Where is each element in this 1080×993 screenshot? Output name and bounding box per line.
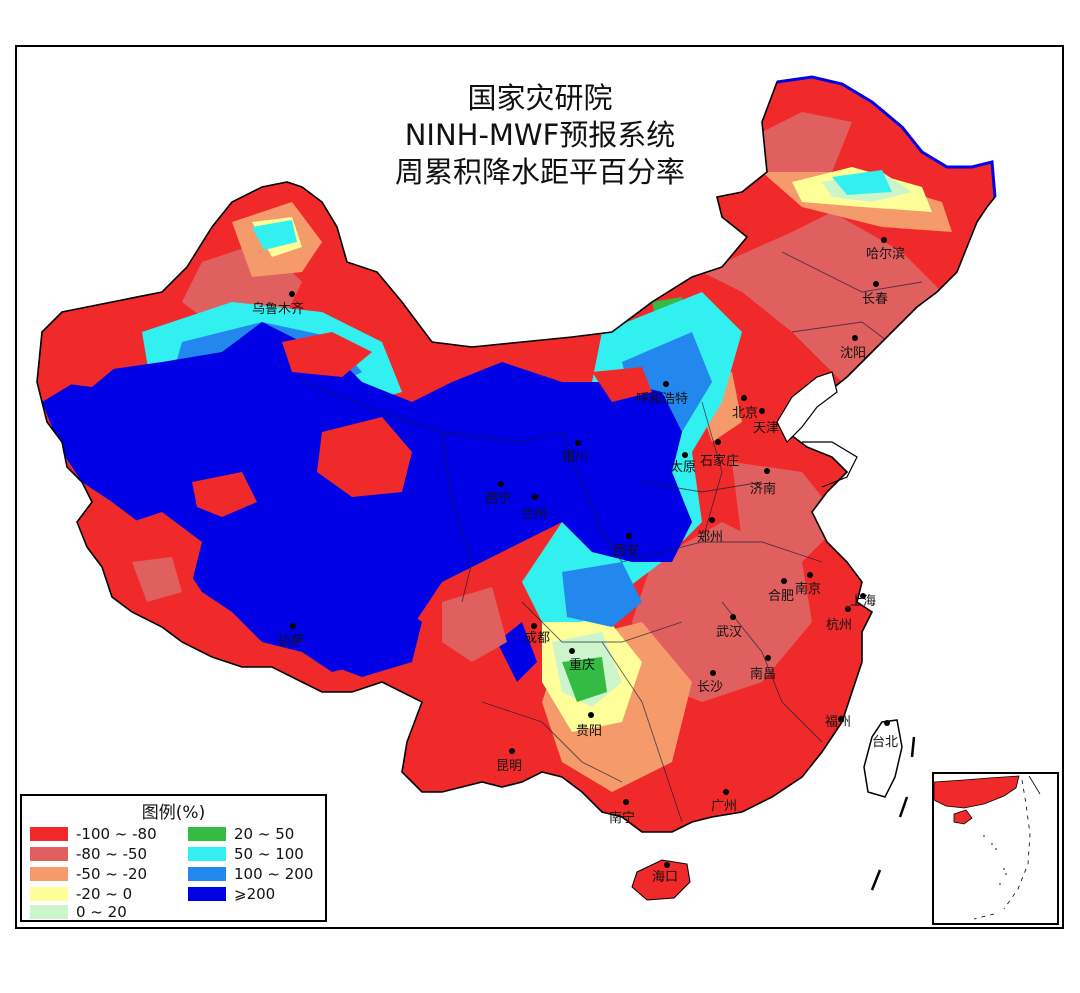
- city-dot: [509, 748, 515, 754]
- city-dot: [626, 533, 632, 539]
- city-label: 武汉: [716, 625, 743, 640]
- city-label: 北京: [732, 406, 759, 421]
- city-dot: [873, 281, 879, 287]
- city-dot: [709, 517, 715, 523]
- city-label: 济南: [750, 482, 777, 497]
- map-title-line3: 周累积降水距平百分率: [394, 155, 685, 189]
- city-dot: [289, 291, 295, 297]
- legend-label: -20 ~ 0: [76, 885, 133, 903]
- city-label: 天津: [753, 421, 780, 436]
- legend-swatch: [30, 847, 68, 861]
- city-label: 沈阳: [840, 346, 867, 361]
- legend-swatch: [188, 887, 226, 901]
- city-label: 长沙: [697, 680, 724, 695]
- city-label: 台北: [872, 735, 899, 750]
- city-label: 昆明: [496, 759, 523, 774]
- city-label: 南京: [795, 582, 822, 597]
- city-dot: [532, 494, 538, 500]
- city-dot: [884, 720, 890, 726]
- city-label: 乌鲁木齐: [252, 302, 305, 317]
- city-dot: [852, 335, 858, 341]
- city-label: 广州: [711, 799, 738, 814]
- city-dot: [881, 237, 887, 243]
- city-dot: [807, 572, 813, 578]
- city-dot: [664, 862, 670, 868]
- legend-title: 图例(%): [141, 803, 206, 823]
- city-label: 太原: [670, 460, 697, 475]
- legend-swatch: [188, 827, 226, 841]
- city-label: 杭州: [826, 618, 853, 633]
- city-dot: [845, 606, 851, 612]
- city-dot: [741, 395, 747, 401]
- legend-label: -100 ~ -80: [76, 825, 157, 843]
- city-label: 重庆: [569, 658, 596, 673]
- city-label: 银川: [562, 450, 589, 465]
- map-title-line1: 国家灾研院: [467, 81, 613, 115]
- city-dot: [710, 670, 716, 676]
- city-label: 兰州: [521, 507, 548, 522]
- city-dot: [838, 716, 844, 722]
- map-title-line2: NINH-MWF预报系统: [404, 118, 676, 152]
- city-dot: [730, 614, 736, 620]
- legend-label: ⩾200: [234, 885, 276, 903]
- city-dot: [860, 593, 866, 599]
- city-dot: [588, 712, 594, 718]
- city-label: 长春: [862, 292, 889, 307]
- city-dot: [765, 655, 771, 661]
- precipitation-anomaly-map: [17, 47, 1062, 927]
- city-label: 合肥: [768, 589, 795, 604]
- city-label: 哈尔滨: [866, 247, 906, 262]
- legend-label: -50 ~ -20: [76, 865, 148, 883]
- city-dot: [682, 452, 688, 458]
- legend: 图例(%) -100 ~ -80 -80 ~ -50 -50 ~ -20 -20…: [20, 794, 327, 922]
- city-dot: [290, 623, 296, 629]
- sea-boundary-dashes: [870, 736, 916, 891]
- city-label: 上海: [850, 594, 877, 609]
- map-frame: [15, 45, 1064, 929]
- bohai-sea: [776, 371, 838, 444]
- city-dot: [781, 578, 787, 584]
- city-dot: [498, 481, 504, 487]
- city-dot: [764, 468, 770, 474]
- south-china-sea-inset: [932, 772, 1059, 925]
- city-label: 呼和浩特: [636, 392, 689, 407]
- city-label: 西宁: [485, 492, 512, 507]
- city-dot: [531, 623, 537, 629]
- city-label: 南宁: [609, 811, 636, 826]
- legend-swatch: [30, 905, 68, 919]
- city-dot: [723, 789, 729, 795]
- city-dot: [623, 799, 629, 805]
- city-label: 石家庄: [700, 454, 740, 469]
- legend-label: 0 ~ 20: [76, 903, 127, 921]
- city-label: 贵阳: [576, 724, 603, 739]
- city-label: 南昌: [750, 667, 777, 682]
- legend-swatch: [30, 867, 68, 881]
- city-dot: [663, 381, 669, 387]
- legend-label: -80 ~ -50: [76, 845, 148, 863]
- taiwan-island: [863, 719, 903, 798]
- city-dot: [569, 648, 575, 654]
- city-dot: [715, 439, 721, 445]
- legend-swatch: [30, 887, 68, 901]
- city-dot: [575, 440, 581, 446]
- city-label: 西安: [613, 544, 640, 559]
- inset-map: [934, 775, 1041, 920]
- city-label: 成都: [524, 631, 551, 646]
- legend-label: 50 ~ 100: [234, 845, 304, 863]
- city-label: 拉萨: [278, 634, 305, 649]
- legend-swatch: [30, 827, 68, 841]
- hainan-island: [631, 859, 691, 901]
- legend-swatch: [188, 847, 226, 861]
- legend-label: 20 ~ 50: [234, 825, 295, 843]
- legend-swatch: [188, 867, 226, 881]
- city-label: 海口: [652, 870, 679, 885]
- legend-label: 100 ~ 200: [234, 865, 314, 883]
- city-label: 郑州: [697, 530, 724, 545]
- city-dot: [759, 408, 765, 414]
- city-label: 福州: [825, 715, 852, 730]
